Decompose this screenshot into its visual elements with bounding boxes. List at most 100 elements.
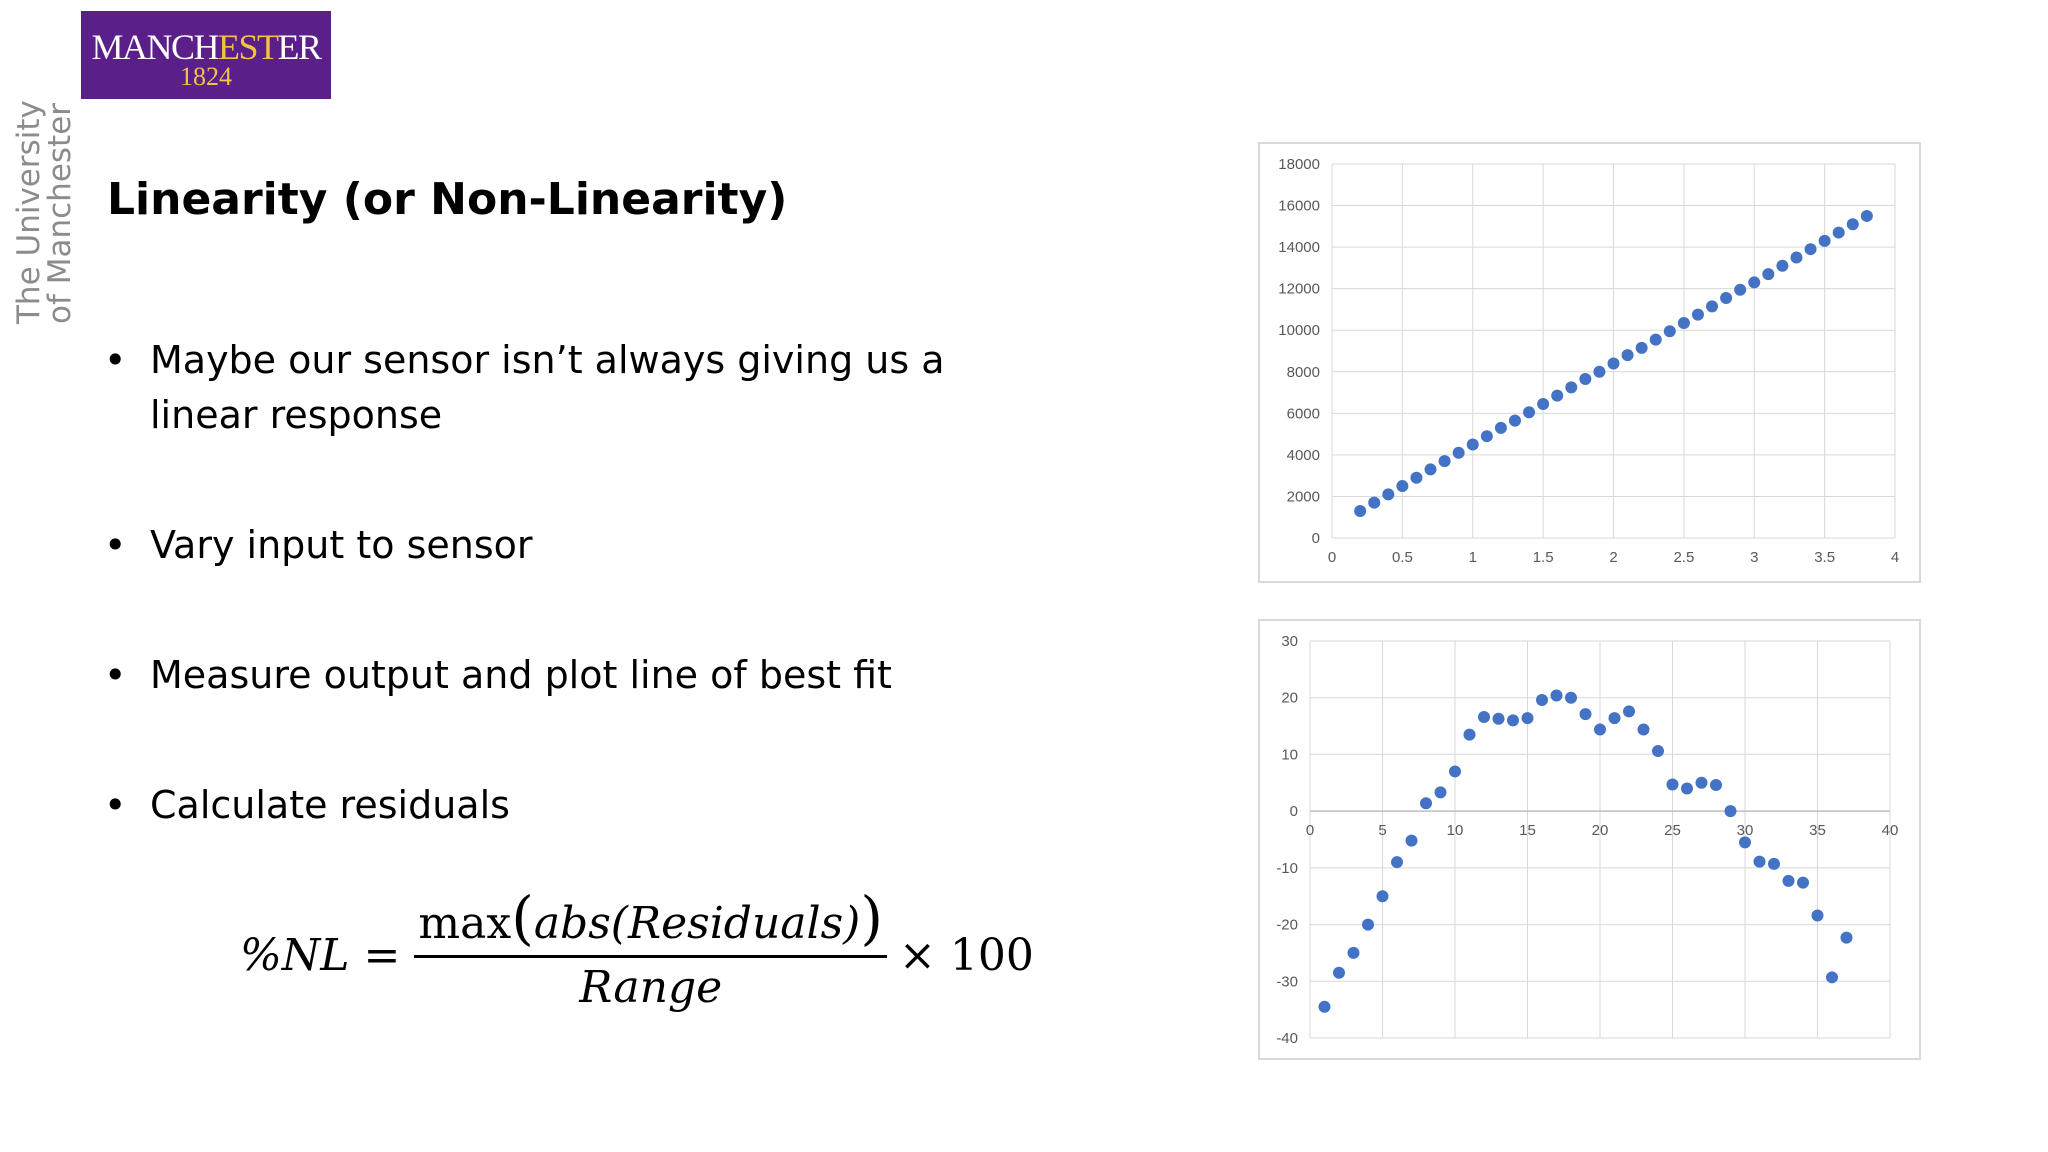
bullet-item: Calculate residuals <box>100 778 1040 833</box>
data-point <box>1607 357 1620 370</box>
data-point <box>1565 381 1578 394</box>
data-point <box>1466 438 1479 451</box>
data-point <box>1860 209 1873 222</box>
data-point <box>1826 971 1838 984</box>
x-tick-label: 40 <box>1882 822 1899 839</box>
x-tick-label: 4 <box>1891 549 1899 566</box>
formula-equals: = <box>363 930 401 981</box>
data-point <box>1748 276 1761 289</box>
data-point <box>1391 856 1403 869</box>
x-tick-label: 30 <box>1737 822 1754 839</box>
data-point <box>1396 480 1409 493</box>
x-tick-label: 3 <box>1750 549 1758 566</box>
bullet-list: Maybe our sensor isn’t always giving us … <box>100 333 1040 833</box>
data-point <box>1382 488 1395 501</box>
data-point <box>1739 836 1751 849</box>
university-vertical-wordmark: The University of Manchester <box>11 100 78 324</box>
formula-denominator: Range <box>414 955 887 1013</box>
data-point <box>1768 857 1780 870</box>
x-tick-label: 2 <box>1609 549 1617 566</box>
data-point <box>1333 966 1345 979</box>
x-tick-label: 0.5 <box>1392 549 1413 566</box>
logo-year: 1824 <box>180 62 232 91</box>
data-point <box>1762 268 1775 281</box>
x-tick-label: 1.5 <box>1533 549 1554 566</box>
data-point <box>1804 243 1817 256</box>
data-point <box>1621 349 1634 362</box>
data-point <box>1354 504 1367 517</box>
data-point <box>1362 918 1374 931</box>
formula-times-100: × 100 <box>899 930 1034 981</box>
data-point <box>1449 765 1461 778</box>
data-point <box>1635 341 1648 354</box>
x-tick-label: 35 <box>1809 822 1826 839</box>
x-tick-label: 3.5 <box>1814 549 1835 566</box>
data-point <box>1424 463 1437 476</box>
data-point <box>1565 691 1577 704</box>
data-point <box>1649 333 1662 346</box>
y-tick-label: 2000 <box>1287 488 1320 505</box>
data-point <box>1507 714 1519 727</box>
data-point <box>1818 234 1831 247</box>
data-point <box>1368 496 1381 509</box>
data-point <box>1832 226 1845 239</box>
y-tick-label: 12000 <box>1278 281 1320 298</box>
formula-numerator: max(abs(Residuals)) <box>418 884 883 952</box>
data-point <box>1347 946 1360 959</box>
data-point <box>1537 397 1550 410</box>
y-tick-label: 10000 <box>1278 322 1320 339</box>
formula-fraction: max(abs(Residuals)) Range <box>414 884 887 1013</box>
data-point <box>1663 325 1676 338</box>
y-tick-label: 4000 <box>1287 447 1320 464</box>
data-point <box>1724 805 1737 818</box>
x-tick-label: 10 <box>1447 822 1464 839</box>
data-point <box>1508 414 1521 427</box>
bullet-item: Maybe our sensor isn’t always giving us … <box>100 333 1040 443</box>
data-point <box>1579 373 1592 386</box>
data-point <box>1420 797 1432 810</box>
data-point <box>1376 890 1389 903</box>
data-point <box>1753 855 1766 868</box>
y-tick-label: 0 <box>1312 530 1320 547</box>
data-point <box>1480 430 1493 443</box>
data-point <box>1720 292 1733 305</box>
data-point <box>1521 712 1534 725</box>
data-point <box>1405 834 1418 847</box>
data-point <box>1797 876 1809 889</box>
data-point <box>1492 712 1505 725</box>
data-point <box>1438 455 1451 468</box>
data-point <box>1695 776 1708 789</box>
data-point <box>1677 316 1690 329</box>
y-tick-label: 18000 <box>1278 156 1320 173</box>
data-point <box>1776 259 1789 272</box>
x-tick-label: 1 <box>1469 549 1477 566</box>
bullet-item: Vary input to sensor <box>100 518 1040 573</box>
data-point <box>1691 308 1704 321</box>
data-point <box>1790 251 1803 264</box>
data-point <box>1579 708 1592 721</box>
x-tick-label: 25 <box>1664 822 1681 839</box>
y-tick-label: 8000 <box>1287 364 1320 381</box>
data-point <box>1666 778 1679 791</box>
data-point <box>1846 218 1859 231</box>
data-point <box>1410 471 1423 484</box>
y-tick-label: 16000 <box>1278 198 1320 215</box>
data-point <box>1434 786 1447 799</box>
formula-lhs: %NL <box>240 930 350 981</box>
vertical-line-2: of Manchester <box>42 102 78 324</box>
slide-title: Linearity (or Non-Linearity) <box>107 174 788 225</box>
x-tick-label: 20 <box>1592 822 1609 839</box>
nonlinearity-formula: %NL = max(abs(Residuals)) Range × 100 <box>240 884 1034 1013</box>
data-point <box>1706 300 1719 313</box>
linear-response-plot: 0 2000 4000 6000 8000 10000 12000 14000 16000 180… <box>1278 156 1899 566</box>
y-tick-label: 14000 <box>1278 239 1320 256</box>
data-point <box>1652 745 1664 758</box>
residuals-plot: -40 -30 -20 -10 0 10 20 30 0 5 10 15 20 25 30 35 40 <box>1276 633 1899 1047</box>
y-tick-label: -10 <box>1276 860 1298 877</box>
residuals-chart: -40 -30 -20 -10 0 10 20 30 0 5 10 15 20 25 30 35 40 <box>1258 619 1921 1060</box>
data-point <box>1551 389 1564 402</box>
data-point <box>1681 782 1693 795</box>
y-tick-label: 30 <box>1281 633 1298 650</box>
data-point <box>1536 693 1548 706</box>
linear-response-chart: 0 2000 4000 6000 8000 10000 12000 14000 16000 180… <box>1258 142 1921 583</box>
